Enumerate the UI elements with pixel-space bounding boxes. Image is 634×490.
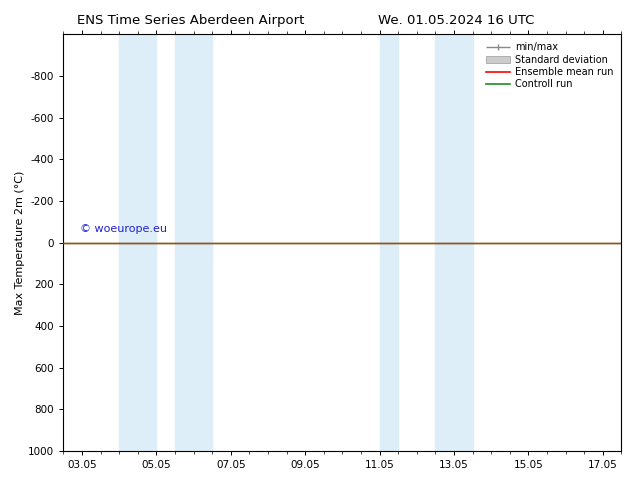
Text: ENS Time Series Aberdeen Airport: ENS Time Series Aberdeen Airport — [77, 14, 304, 27]
Text: © woeurope.eu: © woeurope.eu — [80, 224, 167, 234]
Text: We. 01.05.2024 16 UTC: We. 01.05.2024 16 UTC — [378, 14, 534, 27]
Bar — [380, 34, 398, 451]
Bar — [119, 34, 157, 451]
Bar — [175, 34, 212, 451]
Bar — [436, 34, 472, 451]
Legend: min/max, Standard deviation, Ensemble mean run, Controll run: min/max, Standard deviation, Ensemble me… — [483, 39, 616, 92]
Y-axis label: Max Temperature 2m (°C): Max Temperature 2m (°C) — [15, 171, 25, 315]
